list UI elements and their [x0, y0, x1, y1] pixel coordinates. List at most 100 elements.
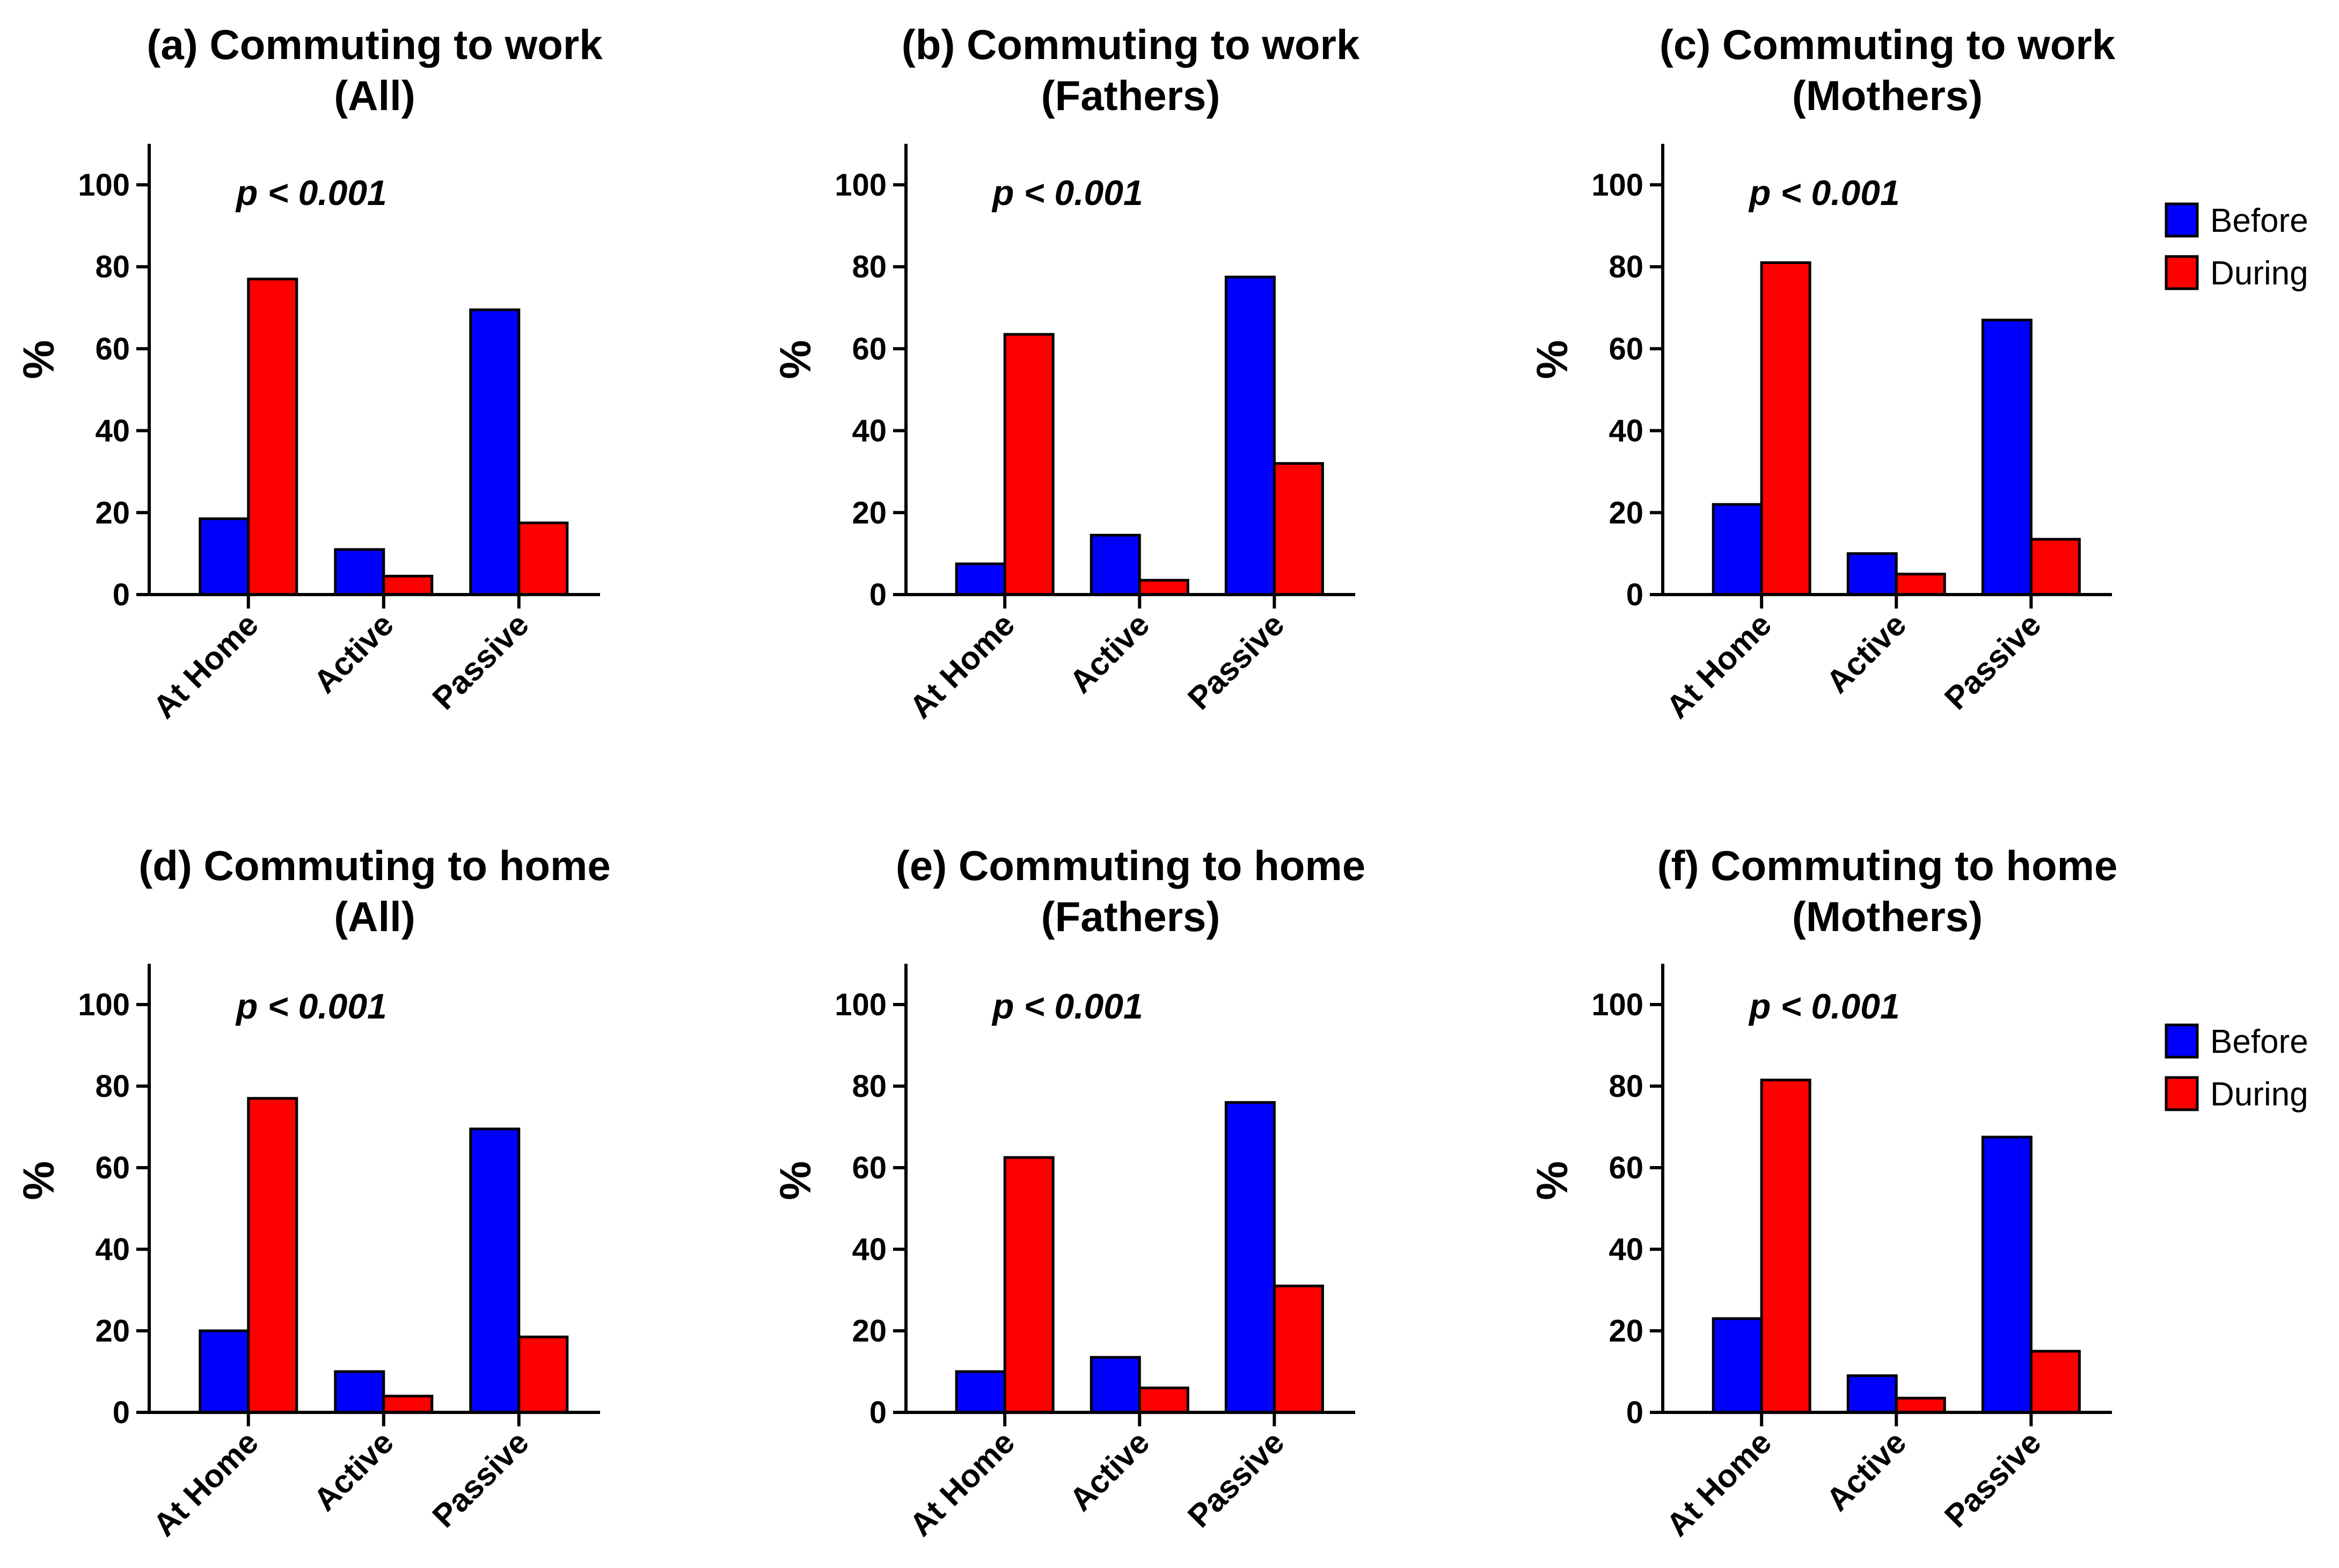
y-tick-label: 0 [113, 1395, 130, 1430]
panel-title: (a) Commuting to work [147, 21, 603, 68]
x-tick-label: Passive [426, 1424, 536, 1534]
x-tick-label: At Home [1660, 1424, 1779, 1543]
bar-before-passive [469, 308, 521, 596]
bar-during-passive [2029, 1350, 2081, 1414]
y-tick-label: 20 [852, 1314, 887, 1349]
p-value-annotation: p < 0.001 [1748, 173, 1900, 213]
chart-panel-e: (e) Commuting to home(Fathers) p < 0.001%… [771, 842, 1365, 1543]
bar-before-active [1090, 533, 1141, 596]
bar-during-at-home [1760, 261, 1811, 596]
chart-panel-d: (d) Commuting to home(All) p < 0.001% At H… [14, 842, 611, 1543]
y-tick-label: 0 [113, 577, 130, 612]
x-tick-label: Passive [1181, 1424, 1291, 1534]
y-tick-label: 100 [1591, 167, 1643, 202]
p-value-annotation: p < 0.001 [991, 173, 1143, 213]
bar-before-at-home [1712, 503, 1763, 596]
legend-swatch-during [2165, 255, 2199, 290]
bar-during-at-home [247, 277, 298, 596]
bar-before-passive [1981, 318, 2033, 596]
y-tick-label: 100 [835, 987, 887, 1022]
panel-subtitle: (Fathers) [1041, 893, 1220, 940]
x-tick-label: At Home [1660, 606, 1779, 726]
y-tick-label: 60 [95, 332, 130, 367]
bar-before-at-home [955, 562, 1006, 596]
x-tick-label: At Home [903, 606, 1022, 726]
bar-during-active [382, 1395, 434, 1414]
panel-subtitle: (Mothers) [1792, 893, 1983, 940]
panel-title: (c) Commuting to work [1660, 21, 2116, 68]
y-tick-label: 0 [1626, 1395, 1643, 1430]
y-tick-label: 80 [1609, 1069, 1643, 1104]
bar-during-passive [517, 1335, 569, 1414]
legend-label-during: During [2210, 255, 2308, 292]
bar-before-active [334, 548, 385, 596]
y-axis-label: % [1528, 1161, 1577, 1200]
panel-title: (d) Commuting to home [138, 842, 611, 889]
bar-before-active [1846, 1374, 1898, 1414]
panel-title: (f) Commuting to home [1657, 842, 2118, 889]
y-axis-label: % [1528, 340, 1577, 379]
y-axis-label: % [771, 340, 820, 379]
y-tick-label: 40 [95, 414, 130, 449]
x-tick-label: Active [1819, 606, 1913, 700]
chart-panels: (a) Commuting to work(All)p < 0.001%At H… [14, 21, 2117, 1543]
legend-swatch-before [2165, 202, 2199, 238]
bar-before-passive [469, 1127, 521, 1414]
y-tick-label: 100 [1591, 987, 1643, 1022]
legend-bottom: Before During [2165, 1023, 2308, 1113]
p-value-annotation: p < 0.001 [235, 173, 387, 213]
y-tick-label: 40 [852, 414, 887, 449]
y-tick-label: 60 [95, 1151, 130, 1185]
x-tick-label: Passive [1181, 606, 1291, 716]
p-value-annotation: p < 0.001 [1748, 986, 1900, 1026]
y-tick-label: 60 [1609, 1151, 1643, 1185]
bar-during-passive [2029, 538, 2081, 596]
chart-panel-b: (b) Commuting to work(Fathers) p < 0.001%… [771, 21, 1360, 726]
chart-panel-f: (f) Commuting to home(Mothers) p < 0.001%… [1528, 842, 2117, 1543]
chart-panel-a: (a) Commuting to work(All) p < 0.001% At H… [14, 21, 603, 726]
bar-during-at-home [1003, 333, 1055, 596]
x-tick-label: Passive [426, 606, 536, 716]
p-value-annotation: p < 0.001 [235, 986, 387, 1026]
x-tick-label: Active [1819, 1424, 1913, 1518]
y-tick-label: 60 [1609, 332, 1643, 367]
panel-subtitle: (All) [334, 72, 415, 119]
y-tick-label: 40 [95, 1232, 130, 1267]
y-tick-label: 20 [852, 495, 887, 530]
bar-before-active [1090, 1355, 1141, 1414]
y-axis-label: % [14, 340, 63, 379]
bar-before-at-home [199, 1329, 250, 1414]
y-tick-label: 60 [852, 332, 887, 367]
bar-during-passive [517, 521, 569, 596]
y-tick-label: 100 [78, 987, 130, 1022]
y-tick-label: 80 [95, 250, 130, 284]
panel-subtitle: (Mothers) [1792, 72, 1983, 119]
panel-subtitle: (All) [334, 893, 415, 940]
y-tick-label: 80 [95, 1069, 130, 1104]
y-tick-label: 40 [852, 1232, 887, 1267]
bar-before-active [334, 1370, 385, 1414]
bar-during-at-home [247, 1097, 298, 1414]
x-tick-label: Active [1063, 606, 1157, 700]
bar-before-at-home [1712, 1317, 1763, 1414]
y-tick-label: 80 [852, 1069, 887, 1104]
bar-during-active [382, 575, 434, 596]
bar-before-passive [1981, 1135, 2033, 1414]
bar-during-active [1895, 1396, 1946, 1414]
bar-during-active [1895, 573, 1946, 596]
y-tick-label: 0 [1626, 577, 1643, 612]
x-tick-label: Active [1063, 1424, 1157, 1518]
y-axis-label: % [771, 1161, 820, 1200]
bar-before-active [1846, 552, 1898, 596]
legend-label-before: Before [2210, 202, 2308, 239]
y-tick-label: 80 [852, 250, 887, 284]
bar-during-at-home [1760, 1079, 1811, 1414]
bar-during-at-home [1003, 1156, 1055, 1414]
chart-panel-c: (c) Commuting to work(Mothers) p < 0.001%… [1528, 21, 2116, 726]
legend-swatch-during [2165, 1076, 2199, 1111]
x-tick-label: At Home [903, 1424, 1022, 1543]
y-tick-label: 40 [1609, 414, 1643, 449]
bar-before-at-home [199, 517, 250, 596]
bar-before-passive [1224, 1101, 1276, 1414]
